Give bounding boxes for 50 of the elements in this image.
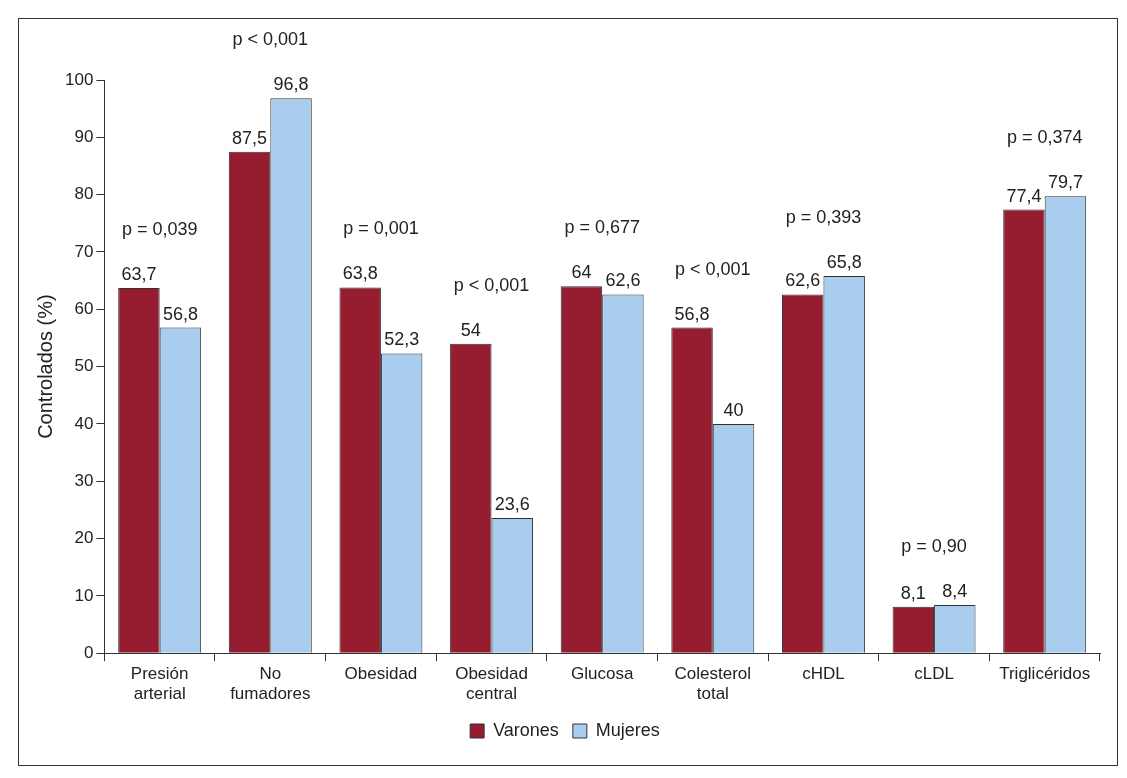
- y-tick-label: 90: [74, 127, 94, 147]
- y-tick-label: 30: [74, 470, 94, 490]
- annotation: p = 0,677: [564, 217, 640, 238]
- y-tick-label: 60: [74, 298, 94, 318]
- y-tick-label: 10: [74, 585, 94, 605]
- annotation: p = 0,90: [901, 536, 967, 557]
- data-label: 56,8: [674, 303, 710, 324]
- x-tick-label: Obesidad central: [455, 664, 528, 704]
- data-label: 96,8: [273, 74, 309, 95]
- y-tick-label: 0: [83, 642, 94, 662]
- annotation: p < 0,001: [675, 258, 751, 279]
- data-label: 64: [571, 262, 592, 283]
- x-tick-label: cLDL: [914, 664, 954, 684]
- y-tick-label: 70: [74, 241, 94, 261]
- annotation: p = 0,374: [1006, 127, 1083, 148]
- y-tick-label: 40: [74, 413, 94, 433]
- y-tick-label: 20: [74, 528, 94, 548]
- y-axis-title: Controlados (%): [33, 294, 56, 439]
- annotation: p = 0,039: [121, 219, 198, 240]
- y-tick-label: 50: [74, 356, 94, 376]
- annotation: p < 0,001: [453, 274, 530, 295]
- y-tick-label: 100: [64, 69, 94, 89]
- x-tick-label: Colesterol total: [674, 664, 752, 704]
- text: p < 0,001: [232, 29, 309, 50]
- data-label: 54: [460, 319, 481, 340]
- annotation: p = 0,393: [785, 207, 862, 227]
- x-tick-label: Obesidad: [344, 664, 418, 684]
- data-label: 62,6: [785, 270, 821, 291]
- x-tick-label: Presión arterial: [130, 664, 189, 704]
- data-label: 8,4: [942, 581, 968, 602]
- data-label: 52,3: [384, 329, 420, 350]
- legend-label: Varones: [493, 719, 559, 740]
- data-label: 77,4: [1006, 185, 1042, 206]
- data-label: 40: [723, 399, 744, 420]
- x-tick-label: cHDL: [802, 664, 845, 684]
- data-label: 63,8: [342, 263, 378, 284]
- data-label: 62,6: [605, 270, 641, 291]
- y-tick-label: 80: [74, 184, 94, 204]
- data-label: 8,1: [900, 582, 926, 603]
- x-tick-label: Triglicéridos: [999, 664, 1091, 684]
- data-label: 87,5: [232, 127, 268, 148]
- data-label: 23,6: [494, 493, 530, 514]
- data-label: 65,8: [826, 252, 862, 272]
- data-label: 79,7: [1047, 172, 1083, 193]
- annotation: p = 0,001: [343, 218, 419, 239]
- x-tick-label: Glucosa: [570, 664, 634, 684]
- legend-label: Mujeres: [595, 719, 660, 740]
- data-label: 63,7: [121, 264, 157, 285]
- x-tick-label: No fumadores: [230, 664, 311, 704]
- data-label: 56,8: [162, 303, 198, 324]
